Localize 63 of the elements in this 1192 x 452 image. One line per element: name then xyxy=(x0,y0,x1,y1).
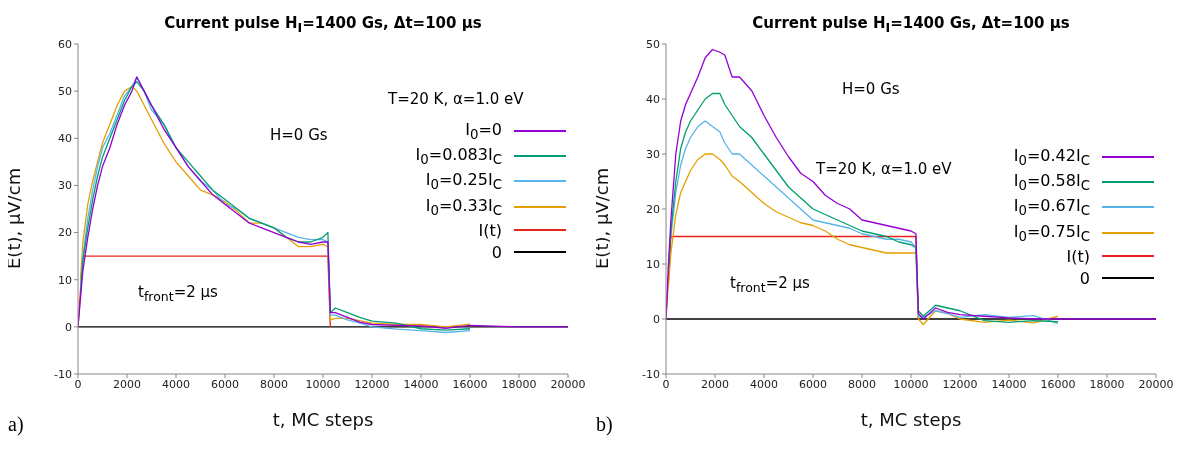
x-axis-title: t, MC steps xyxy=(860,409,962,430)
chart-title: Current pulse H$_{I}$=1400 Gs, Δt=100 μs xyxy=(752,14,1070,35)
line-series xyxy=(78,76,568,329)
x-tick-label: 2000 xyxy=(113,377,141,391)
text: a) xyxy=(8,413,24,435)
y-tick-label: 40 xyxy=(58,132,72,146)
annotation: t$_{front}$=2 μs xyxy=(138,283,218,304)
y-tick-label: 20 xyxy=(58,226,72,240)
legend-label: I$_{0}$=0.083I$_{C}$ xyxy=(415,145,502,168)
legend-label: I$_{0}$=0 xyxy=(465,120,502,143)
y-tick-label: -10 xyxy=(642,367,660,381)
x-tick-label: 10000 xyxy=(305,377,341,391)
legend-label: 0 xyxy=(1079,268,1090,288)
x-tick-label: 16000 xyxy=(452,377,488,391)
x-tick-label: 20000 xyxy=(1138,377,1174,391)
chart-title: Current pulse H$_{I}$=1400 Gs, Δt=100 μs xyxy=(164,14,482,35)
legend-label: I(t) xyxy=(1066,246,1090,266)
x-tick-label: 18000 xyxy=(501,377,537,391)
x-tick-label: 8000 xyxy=(848,377,876,391)
y-tick-label: 10 xyxy=(58,273,72,287)
legend-label: I$_{0}$=0.33I$_{C}$ xyxy=(425,195,502,218)
y-tick-label: 30 xyxy=(58,179,72,193)
x-tick-label: 6000 xyxy=(211,377,239,391)
x-tick-label: 12000 xyxy=(354,377,390,391)
annotation: t$_{front}$=2 μs xyxy=(730,274,810,295)
annotation: T=20 K, α=1.0 eV xyxy=(816,160,952,178)
x-tick-label: 0 xyxy=(662,377,670,391)
x-tick-label: 12000 xyxy=(942,377,978,391)
annotation: T=20 K, α=1.0 eV xyxy=(388,90,524,108)
y-tick-label: 0 xyxy=(65,320,72,334)
x-tick-label: 0 xyxy=(74,377,82,391)
y-tick-label: -10 xyxy=(54,367,72,381)
legend-label: I$_{0}$=0.25I$_{C}$ xyxy=(425,170,502,193)
x-tick-label: 14000 xyxy=(991,377,1027,391)
y-tick-label: 60 xyxy=(58,37,72,51)
legend-label: I(t) xyxy=(478,220,502,240)
x-tick-label: 2000 xyxy=(701,377,729,391)
x-axis-title: t, MC steps xyxy=(272,409,374,430)
y-tick-label: 50 xyxy=(646,37,660,51)
y-tick-label: 40 xyxy=(646,92,660,106)
x-tick-label: 16000 xyxy=(1040,377,1076,391)
x-tick-label: 4000 xyxy=(750,377,778,391)
y-tick-label: 50 xyxy=(58,85,72,99)
annotation: H=0 Gs xyxy=(270,126,328,144)
annotation: H=0 Gs xyxy=(842,80,900,98)
line-series xyxy=(666,48,1156,320)
x-tick-label: 6000 xyxy=(799,377,827,391)
x-tick-label: 8000 xyxy=(260,377,288,391)
legend-label: I$_{0}$=0.75I$_{C}$ xyxy=(1013,221,1090,244)
legend-label: 0 xyxy=(491,242,502,262)
x-tick-label: 14000 xyxy=(403,377,439,391)
x-tick-label: 4000 xyxy=(162,377,190,391)
legend-label: I$_{0}$=0.42I$_{C}$ xyxy=(1013,146,1090,169)
y-tick-label: 20 xyxy=(646,202,660,216)
y-tick-label: 10 xyxy=(646,257,660,271)
legend-label: I$_{0}$=0.58I$_{C}$ xyxy=(1013,171,1090,194)
text: b) xyxy=(596,413,613,435)
y-tick-label: 30 xyxy=(646,147,660,161)
x-tick-label: 20000 xyxy=(550,377,586,391)
x-tick-label: 10000 xyxy=(893,377,929,391)
x-tick-label: 18000 xyxy=(1089,377,1125,391)
y-tick-label: 0 xyxy=(653,312,660,326)
legend-label: I$_{0}$=0.67I$_{C}$ xyxy=(1013,196,1090,219)
